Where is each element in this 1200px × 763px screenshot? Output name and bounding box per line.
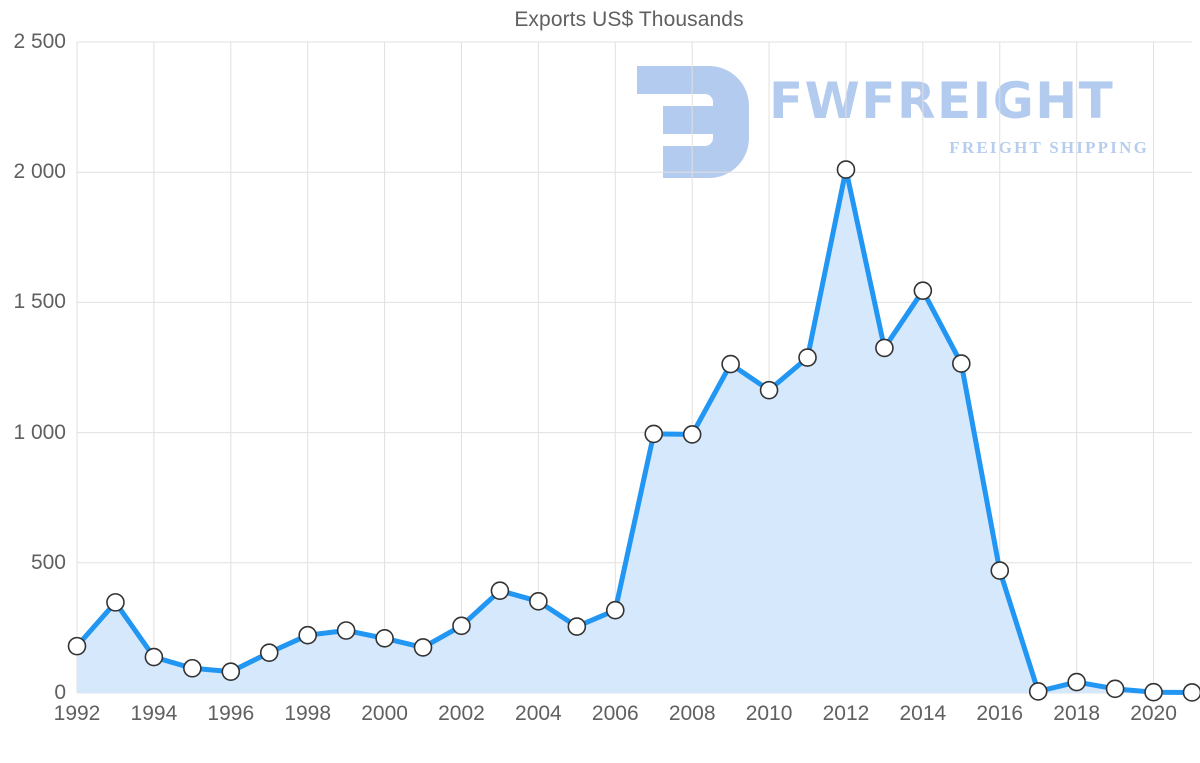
y-axis-tick-label: 1 000 bbox=[13, 420, 66, 444]
data-point-marker[interactable] bbox=[798, 348, 817, 367]
data-point-marker[interactable] bbox=[452, 616, 471, 636]
data-point-marker[interactable] bbox=[298, 625, 317, 645]
data-point-marker[interactable] bbox=[721, 354, 740, 374]
data-point-marker[interactable] bbox=[413, 638, 433, 657]
data-point-marker[interactable] bbox=[183, 658, 202, 678]
data-point-markers bbox=[67, 160, 1200, 702]
y-axis-tick-label: 2 500 bbox=[13, 30, 66, 53]
x-axis-tick-label: 1996 bbox=[207, 702, 255, 725]
x-axis-tick-label: 2018 bbox=[1053, 702, 1100, 725]
y-axis-tick-label: 500 bbox=[30, 550, 66, 574]
y-axis-tick-labels: 0 500 1 000 1 500 2 000 2 500 bbox=[0, 0, 66, 763]
data-point-marker[interactable] bbox=[682, 425, 702, 444]
x-axis-tick-label: 2010 bbox=[745, 702, 793, 725]
data-point-marker[interactable] bbox=[1028, 682, 1048, 701]
x-axis-tick-label: 2008 bbox=[668, 702, 716, 725]
area-fill bbox=[77, 169, 1192, 694]
x-axis-tick-label: 2012 bbox=[822, 702, 870, 725]
data-point-marker[interactable] bbox=[1067, 672, 1086, 692]
data-point-marker[interactable] bbox=[336, 621, 356, 640]
data-point-marker[interactable] bbox=[144, 647, 164, 667]
data-point-marker[interactable] bbox=[529, 592, 548, 611]
data-point-marker[interactable] bbox=[1105, 679, 1125, 699]
data-point-marker[interactable] bbox=[605, 600, 625, 620]
page-title: Exports US$ Thousands bbox=[514, 8, 744, 31]
data-point-marker[interactable] bbox=[221, 662, 241, 681]
data-point-marker[interactable] bbox=[375, 629, 394, 648]
x-axis-tick-label: 1994 bbox=[130, 702, 178, 725]
data-point-marker[interactable] bbox=[759, 380, 779, 400]
data-point-marker[interactable] bbox=[1144, 682, 1163, 702]
x-axis-tick-label: 2020 bbox=[1130, 702, 1177, 725]
data-point-marker[interactable] bbox=[1182, 683, 1200, 702]
x-axis-tick-label: 2014 bbox=[899, 702, 947, 725]
x-axis-tick-label: 2000 bbox=[361, 702, 408, 725]
y-axis-tick-label: 0 bbox=[54, 681, 66, 704]
y-axis-tick-label: 1 500 bbox=[13, 290, 66, 314]
x-axis-tick-label: 2006 bbox=[591, 702, 639, 725]
data-point-marker[interactable] bbox=[952, 354, 971, 373]
x-axis-tick-label: 1998 bbox=[284, 702, 332, 725]
x-axis-tick-label: 2004 bbox=[515, 702, 562, 725]
y-axis-tick-label: 2 000 bbox=[13, 160, 66, 184]
data-point-marker[interactable] bbox=[67, 636, 87, 656]
x-axis-tick-label: 1992 bbox=[53, 702, 101, 725]
data-point-marker[interactable] bbox=[836, 160, 856, 179]
x-axis-tick-label: 2016 bbox=[976, 702, 1024, 725]
data-point-marker[interactable] bbox=[913, 281, 933, 300]
data-point-marker[interactable] bbox=[490, 581, 510, 600]
data-point-marker[interactable] bbox=[644, 424, 664, 444]
data-point-marker[interactable] bbox=[990, 561, 1010, 580]
x-axis-tick-label: 2002 bbox=[438, 702, 485, 725]
data-point-marker[interactable] bbox=[567, 617, 587, 636]
data-point-marker[interactable] bbox=[875, 338, 894, 358]
data-point-marker[interactable] bbox=[106, 593, 125, 612]
data-point-marker[interactable] bbox=[259, 643, 279, 662]
